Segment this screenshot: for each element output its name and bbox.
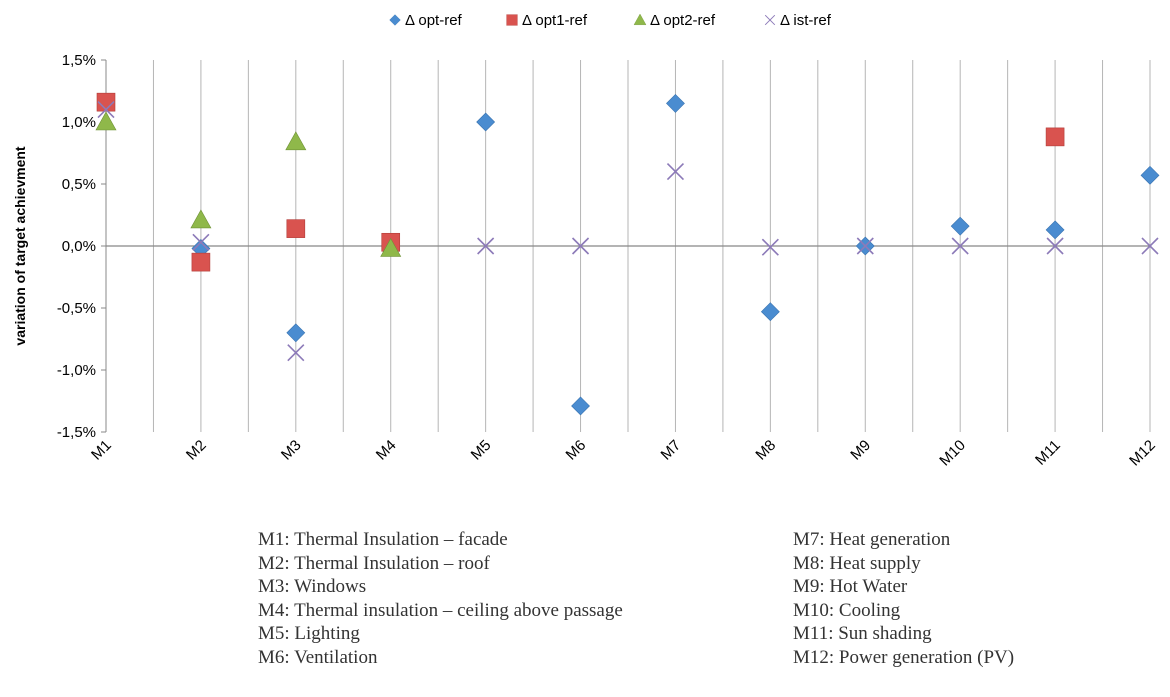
y-tick-label: 1,0% (62, 114, 96, 131)
point-x-M1 (97, 101, 115, 119)
x-tick-label: M6 (563, 437, 590, 464)
point-diamond-M6 (571, 396, 590, 416)
measure-description: M9: Hot Water (793, 576, 908, 598)
data-points (95, 92, 1160, 416)
point-triangle-M2 (190, 209, 212, 229)
point-x-M2 (192, 233, 210, 251)
point-square-M3 (286, 219, 306, 238)
x-marker-stroke (477, 237, 495, 255)
point-triangle-M3 (285, 131, 307, 151)
chart-legend: Δ opt-ref Δ opt1-ref Δ opt2-ref Δ ist-ref (389, 12, 832, 29)
point-diamond-M5 (476, 112, 496, 132)
scatter-chart: Δ opt-ref Δ opt1-ref Δ opt2-ref Δ ist-ref 1… (12, 12, 1160, 470)
point-diamond-M11 (1045, 220, 1065, 240)
y-axis-label: variation of target achievment (12, 146, 28, 346)
x-axis: M1 M2 M3 M4 M5 M6 M7 M8 M9 M10 M11 M12 (88, 245, 1159, 470)
x-marker-stroke (764, 14, 776, 26)
point-x-M12 (1141, 237, 1159, 255)
x-marker-stroke (856, 237, 874, 255)
point-x-M11 (1046, 237, 1064, 255)
point-diamond-M12 (1140, 165, 1160, 185)
point-square-M1 (96, 92, 116, 112)
legend-label: Δ opt1-ref (522, 12, 588, 29)
x-marker-stroke (571, 237, 590, 255)
x-tick-label: M11 (1032, 437, 1064, 469)
legend-marker-triangle (633, 13, 647, 25)
legend-label: Δ ist-ref (780, 12, 832, 29)
legend-label: Δ opt2-ref (650, 12, 716, 29)
y-tick-label: 1,5% (62, 52, 96, 69)
point-x-M9 (856, 237, 874, 255)
point-x-M5 (477, 237, 495, 255)
measure-description: M8: Heat supply (793, 552, 921, 574)
measure-description: M2: Thermal Insulation – roof (258, 552, 490, 574)
x-marker-stroke (1046, 237, 1064, 255)
point-x-M8 (761, 238, 779, 256)
x-marker-stroke (666, 163, 685, 181)
measure-descriptions-right: M7: Heat generation M8: Heat supply M9: Ho… (793, 528, 1014, 670)
legend-marker-diamond (389, 14, 401, 26)
measure-description: M12: Power generation (PV) (793, 646, 1015, 668)
point-square-M11 (1045, 127, 1065, 147)
y-axis: 1,5% 1,0% 0,5% 0,0% -0,5% -1,0% -1,5% (57, 52, 107, 441)
x-tick-label: M10 (936, 437, 969, 470)
legend-marker-square (506, 14, 518, 26)
legend-label: Δ opt-ref (405, 12, 463, 29)
point-square-M2 (191, 252, 211, 272)
point-diamond-M3 (286, 323, 306, 343)
x-tick-label: M2 (183, 437, 210, 464)
point-x-M3 (287, 344, 305, 362)
point-x-M7 (666, 163, 685, 181)
measure-description: M6: Ventilation (258, 646, 378, 668)
x-marker-stroke (1141, 237, 1159, 255)
point-diamond-M7 (666, 93, 685, 113)
legend-marker-x (764, 14, 776, 26)
x-tick-label: M3 (278, 437, 305, 464)
point-diamond-M8 (760, 302, 780, 322)
measure-description: M3: Windows (258, 576, 367, 598)
measure-descriptions-left: M1: Thermal Insulation – facade M2: Therm… (258, 528, 623, 670)
x-tick-label: M5 (468, 437, 495, 464)
x-tick-label: M8 (752, 437, 779, 464)
y-tick-label: 0,5% (62, 176, 96, 193)
point-triangle-M1 (95, 111, 117, 131)
measure-description: M11: Sun shading (793, 623, 932, 645)
point-x-M10 (951, 237, 969, 255)
x-marker-stroke (761, 238, 779, 256)
x-marker-stroke (287, 344, 305, 362)
x-tick-label: M7 (658, 437, 685, 464)
x-tick-label: M9 (847, 437, 874, 464)
measure-description: M7: Heat generation (793, 529, 951, 550)
point-triangle-M4 (380, 237, 402, 257)
y-tick-label: 0,0% (62, 238, 96, 255)
x-tick-label: M12 (1126, 437, 1159, 470)
point-diamond-M10 (950, 216, 970, 236)
point-x-M6 (571, 237, 590, 255)
y-tick-label: -1,5% (57, 424, 96, 441)
x-marker-stroke (192, 233, 210, 251)
measure-description: M5: Lighting (258, 623, 360, 645)
measure-description: M10: Cooling (793, 599, 901, 621)
x-marker-stroke (97, 101, 115, 119)
y-tick-label: -0,5% (57, 300, 96, 317)
measure-description: M4: Thermal insulation – ceiling above p… (258, 599, 623, 621)
x-tick-label: M4 (373, 437, 400, 464)
measure-description: M1: Thermal Insulation – facade (258, 529, 508, 550)
x-marker-stroke (951, 237, 969, 255)
y-tick-label: -1,0% (57, 362, 96, 379)
